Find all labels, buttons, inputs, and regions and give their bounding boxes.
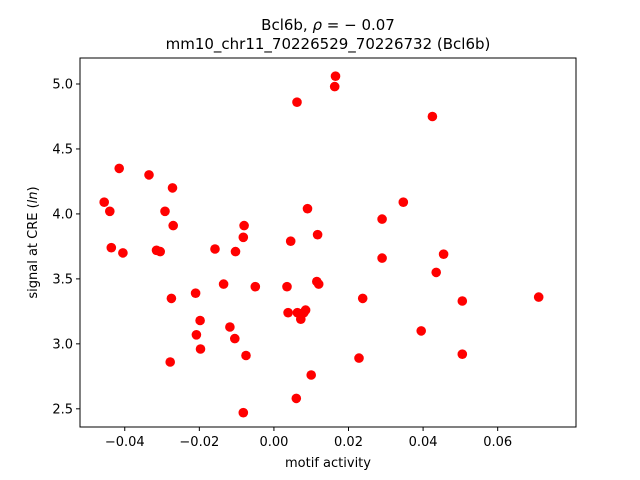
data-point-19 bbox=[225, 322, 235, 332]
x-tick-label-4: 0.04 bbox=[409, 435, 438, 450]
y-tick-label-1: 3.0 bbox=[52, 337, 73, 352]
data-point-12 bbox=[165, 357, 175, 367]
data-point-3 bbox=[114, 163, 124, 174]
x-tick-label-2: 0.00 bbox=[259, 435, 288, 450]
data-point-28 bbox=[283, 307, 293, 318]
data-point-18 bbox=[218, 279, 229, 289]
data-point-1 bbox=[105, 206, 115, 217]
data-point-0 bbox=[99, 197, 109, 207]
data-point-22 bbox=[238, 232, 249, 243]
y-tick-label-4: 4.5 bbox=[52, 142, 73, 157]
chart-title-line2: mm10_chr11_70226529_70226732 (Bcl6b) bbox=[166, 35, 491, 54]
y-tick-label-2: 3.5 bbox=[52, 272, 73, 287]
data-point-52 bbox=[457, 296, 468, 306]
data-point-25 bbox=[238, 407, 249, 418]
data-point-40 bbox=[313, 279, 324, 289]
data-point-15 bbox=[195, 315, 205, 326]
data-point-36 bbox=[302, 203, 313, 214]
x-tick-label-3: 0.02 bbox=[334, 435, 363, 450]
data-point-39 bbox=[312, 229, 323, 240]
y-tick-label-0: 2.5 bbox=[52, 402, 73, 417]
data-point-2 bbox=[106, 242, 117, 253]
data-point-29 bbox=[285, 236, 296, 246]
data-point-46 bbox=[377, 253, 387, 263]
data-point-13 bbox=[190, 288, 201, 299]
data-point-16 bbox=[195, 344, 206, 354]
data-point-27 bbox=[282, 281, 292, 292]
data-point-47 bbox=[398, 197, 409, 207]
data-point-14 bbox=[191, 330, 202, 340]
data-point-24 bbox=[241, 350, 251, 361]
y-tick-label-3: 4.0 bbox=[52, 207, 73, 222]
data-point-35 bbox=[300, 305, 311, 315]
data-point-11 bbox=[166, 293, 177, 304]
data-point-37 bbox=[306, 370, 317, 380]
x-tick-label-0: −0.04 bbox=[105, 435, 145, 450]
data-point-17 bbox=[210, 244, 220, 254]
data-point-10 bbox=[168, 220, 178, 231]
data-point-7 bbox=[155, 246, 165, 257]
plot-area-frame bbox=[79, 57, 577, 428]
data-point-9 bbox=[167, 183, 178, 193]
data-point-49 bbox=[427, 111, 438, 122]
data-point-48 bbox=[416, 326, 427, 336]
data-point-4 bbox=[118, 248, 128, 258]
data-point-43 bbox=[354, 353, 364, 363]
data-point-51 bbox=[438, 249, 449, 259]
y-tick-label-5: 5.0 bbox=[52, 77, 73, 92]
y-axis-label: signal at CRE (ln) bbox=[26, 186, 41, 298]
data-points bbox=[99, 71, 544, 418]
data-point-8 bbox=[160, 206, 170, 217]
data-point-50 bbox=[431, 267, 442, 278]
data-point-54 bbox=[533, 292, 544, 302]
data-point-41 bbox=[330, 71, 341, 81]
x-tick-label-5: 0.06 bbox=[483, 435, 512, 450]
data-point-20 bbox=[230, 333, 240, 344]
data-point-53 bbox=[457, 349, 468, 360]
data-point-42 bbox=[329, 81, 340, 92]
data-point-21 bbox=[230, 246, 241, 257]
data-point-5 bbox=[144, 170, 154, 180]
data-point-45 bbox=[377, 214, 387, 224]
data-point-44 bbox=[357, 293, 368, 304]
data-point-23 bbox=[239, 220, 249, 231]
data-point-30 bbox=[292, 97, 302, 107]
data-point-26 bbox=[250, 281, 261, 292]
data-point-32 bbox=[291, 393, 302, 404]
x-axis-ticks: −0.04 −0.02 0.00 0.02 0.04 0.06 bbox=[105, 427, 512, 450]
y-axis-ticks: 2.5 3.0 3.5 4.0 4.5 5.0 bbox=[52, 77, 80, 417]
x-tick-label-1: −0.02 bbox=[179, 435, 219, 450]
chart-title-line1: Bcl6b, ρ = − 0.07 bbox=[261, 16, 395, 34]
x-axis-label: motif activity bbox=[285, 456, 371, 471]
